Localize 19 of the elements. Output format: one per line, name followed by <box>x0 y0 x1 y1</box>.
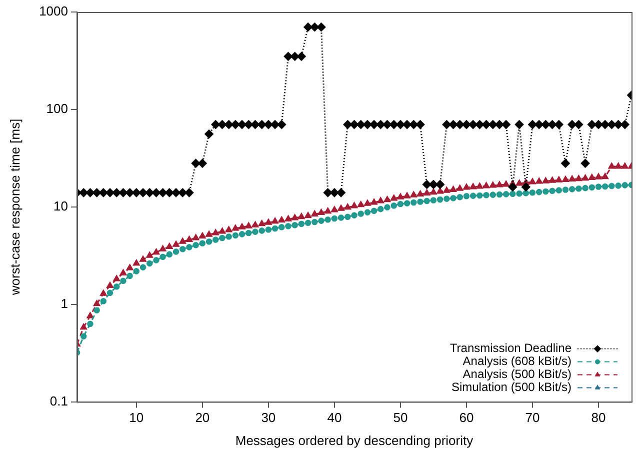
x-axis-title: Messages ordered by descending priority <box>235 432 474 448</box>
y-tick-label: 10 <box>54 198 68 214</box>
legend-label: Analysis (500 kBit/s) <box>462 367 572 382</box>
y-tick-label: 100 <box>46 101 68 116</box>
x-tick-label: 40 <box>327 410 342 426</box>
x-tick-label: 30 <box>261 410 276 426</box>
y-tick-label: 1 <box>60 296 68 311</box>
x-tick-label: 70 <box>525 410 540 426</box>
legend-label: Analysis (608 kBit/s) <box>462 354 572 368</box>
legend-label: Simulation (500 kBit/s) <box>451 380 572 394</box>
y-tick-label: 1000 <box>39 4 68 19</box>
x-tick-label: 60 <box>459 410 474 426</box>
x-tick-label: 80 <box>591 410 606 426</box>
y-tick-label: 0.1 <box>50 393 68 408</box>
y-axis-title: worst-case response time [ms] <box>7 118 22 296</box>
legend-label: Transmission Deadline <box>450 341 572 356</box>
x-tick-label: 10 <box>129 410 144 426</box>
x-tick-label: 50 <box>393 410 408 426</box>
x-tick-label: 20 <box>195 410 210 426</box>
